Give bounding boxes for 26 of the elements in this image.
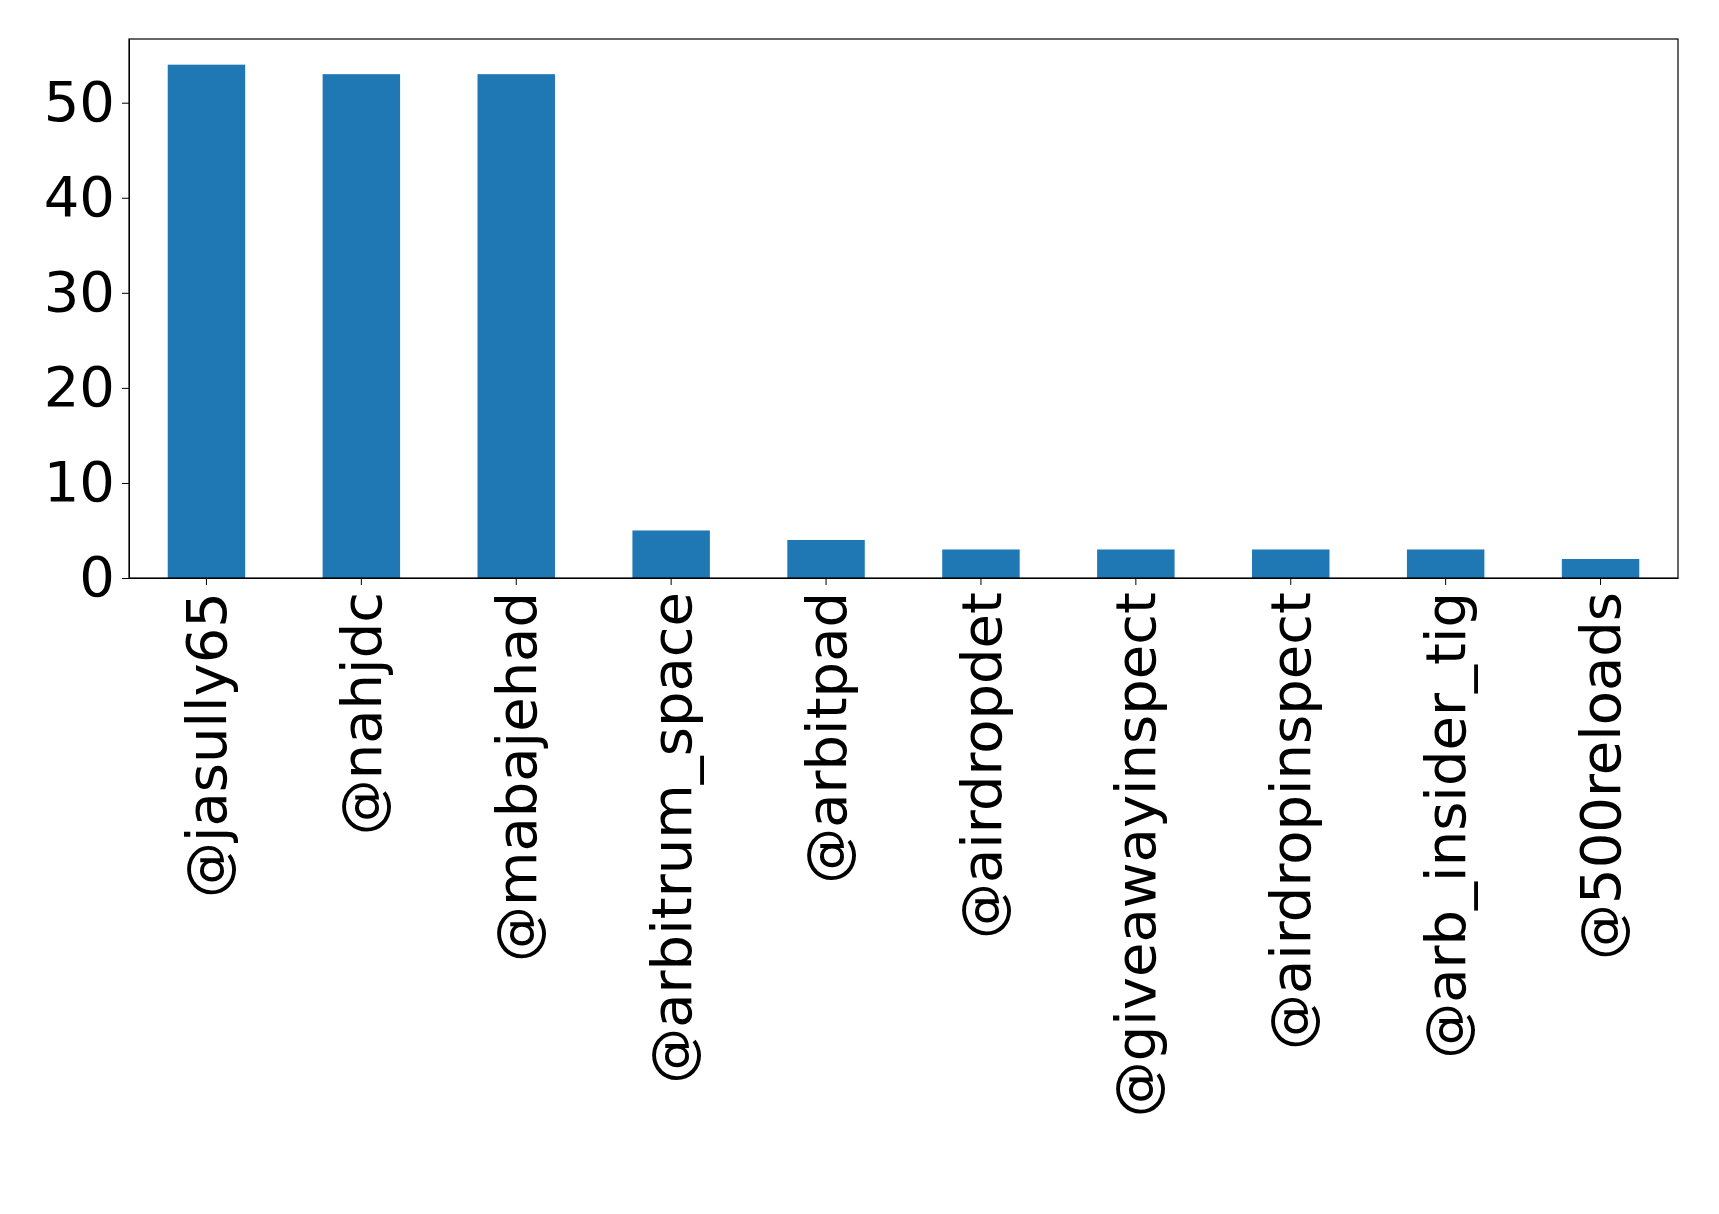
- x-tick-label: @airdropinspect: [1258, 592, 1324, 1051]
- bar: [1097, 549, 1175, 578]
- bar: [1252, 549, 1330, 578]
- bar: [477, 74, 555, 578]
- y-tick-label: 20: [43, 354, 115, 420]
- x-tick-label: @nahjdc: [328, 592, 394, 836]
- bar: [1561, 558, 1640, 578]
- x-tick-label: @jasully65: [174, 592, 240, 899]
- x-tick-label: @airdropdet: [948, 592, 1014, 940]
- x-tick-label: @arbitpad: [793, 592, 859, 884]
- y-tick-label: 0: [79, 544, 115, 610]
- bar: [632, 530, 710, 578]
- y-tick-label: 30: [43, 259, 115, 325]
- x-tick-label: @arb_insider_tig: [1413, 592, 1479, 1059]
- bar: [787, 539, 865, 578]
- bar: [322, 74, 401, 578]
- bar: [942, 549, 1020, 578]
- x-tick-label: @arbitrum_space: [638, 592, 704, 1084]
- x-tick-label: @giveawayinspect: [1103, 592, 1169, 1118]
- bar: [1406, 549, 1485, 578]
- x-tick-label: @mabajehad: [483, 592, 549, 963]
- bar: [167, 64, 246, 578]
- x-tick-label: @500reloads: [1568, 592, 1634, 960]
- y-tick-label: 50: [43, 69, 115, 135]
- y-tick-label: 10: [43, 449, 115, 515]
- y-tick-label: 40: [43, 164, 115, 230]
